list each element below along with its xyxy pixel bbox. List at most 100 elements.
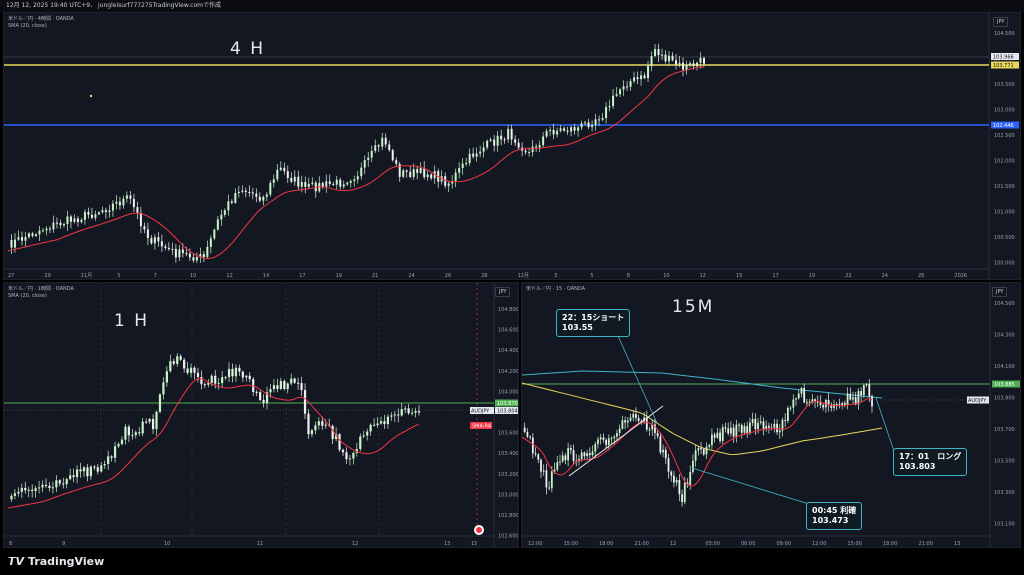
- time-tick: 26: [445, 273, 451, 279]
- tradingview-logo[interactable]: 𝙏𝙑 TradingView: [8, 555, 104, 568]
- candle-body: [633, 77, 636, 82]
- chart-panel-4h[interactable]: 104.500104.000103.500103.000102.500102.0…: [3, 12, 1021, 280]
- candle-body: [686, 482, 689, 485]
- candle-body: [69, 475, 72, 480]
- candle-body: [699, 57, 702, 63]
- candle-body: [388, 144, 391, 151]
- candle-body: [110, 456, 113, 458]
- candle-body: [656, 433, 659, 437]
- chart-4h-canvas[interactable]: 104.500104.000103.500103.000102.500102.0…: [4, 13, 1021, 280]
- price-tag-blue: [991, 121, 1019, 129]
- candle-body: [124, 426, 127, 440]
- candle-body: [475, 153, 478, 157]
- candle-body: [171, 248, 174, 250]
- candle-body: [255, 391, 258, 393]
- candle-body: [636, 77, 639, 80]
- candle-body: [118, 201, 121, 206]
- candle-body: [583, 452, 586, 457]
- candle-body: [410, 412, 414, 414]
- chart-panel-15m[interactable]: 104.500 104.300 104.100 103.900 103.700 103.5…: [521, 282, 1021, 548]
- candle-body: [402, 170, 405, 177]
- candle-body: [234, 193, 237, 203]
- candle-body: [529, 436, 532, 438]
- candle-body: [75, 469, 79, 478]
- candle-body: [827, 399, 830, 405]
- candle-body: [217, 383, 220, 385]
- candle-body: [727, 428, 730, 434]
- time-tick: 29: [44, 273, 50, 279]
- candle-body: [702, 449, 705, 455]
- candle-body: [650, 56, 653, 67]
- candle-body: [297, 176, 300, 187]
- candle-body: [48, 485, 51, 488]
- candle-body: [325, 181, 328, 187]
- candle-body: [393, 414, 396, 416]
- candle-body: [10, 240, 13, 248]
- candle-body: [69, 216, 72, 222]
- chart-header: 12月 12, 2025 19:40 UTC+9、 jungleisurf777…: [0, 0, 1024, 12]
- time-tick: 3: [554, 273, 557, 279]
- sma-line: [7, 378, 420, 509]
- candle-body: [577, 127, 580, 131]
- candle-body: [743, 426, 746, 433]
- candle-body: [781, 419, 784, 431]
- candle-body: [724, 427, 727, 429]
- candle-body: [237, 191, 240, 194]
- long-entry-callout: 17：01 ロング 103.803: [893, 448, 968, 476]
- candle-body: [493, 139, 496, 146]
- ma-long-line: [522, 370, 883, 399]
- candle-body: [314, 425, 317, 431]
- candle-body: [416, 169, 419, 173]
- price-tag-green-text: 103.870: [497, 401, 518, 407]
- candle-body: [376, 423, 379, 426]
- candle-body: [819, 401, 822, 405]
- candle-body: [454, 172, 457, 181]
- chart-1h-canvas[interactable]: 104.800 104.600 104.400 104.200 104.000 103.8…: [4, 283, 519, 548]
- candle-body: [96, 467, 99, 472]
- candle-body: [227, 201, 230, 211]
- candle-body: [276, 385, 279, 389]
- time-tick: 03:00: [706, 541, 720, 547]
- alert-icon[interactable]: [474, 525, 484, 535]
- candle-body: [588, 453, 591, 456]
- chart-panel-1h[interactable]: 104.800 104.600 104.400 104.200 104.000 103.8…: [3, 282, 519, 548]
- candle-body: [262, 196, 265, 201]
- candle-body: [594, 119, 597, 126]
- candle-body: [324, 424, 327, 426]
- chart-15m-canvas[interactable]: 104.500 104.300 104.100 103.900 103.700 103.5…: [522, 283, 1021, 548]
- candle-body: [158, 394, 162, 412]
- candle-body: [200, 377, 203, 385]
- candle-body: [72, 475, 75, 478]
- candle-body: [199, 254, 202, 257]
- candle-body: [601, 118, 604, 120]
- candle-body: [65, 479, 68, 485]
- time-tick: 10: [663, 273, 669, 279]
- time-tick: 21:00: [635, 541, 649, 547]
- candle-body: [531, 437, 534, 454]
- candle-body: [202, 254, 205, 258]
- price-tick: 101.000: [994, 210, 1015, 216]
- candle-body: [37, 487, 41, 489]
- candle-body: [73, 218, 76, 222]
- candle-body: [146, 229, 149, 239]
- candle-body: [370, 150, 373, 158]
- candle-body: [657, 49, 660, 56]
- candle-body: [664, 54, 667, 62]
- candle-body: [561, 455, 564, 462]
- candle-body: [122, 198, 125, 206]
- candle-body: [269, 389, 272, 393]
- time-tick: 9: [62, 541, 65, 547]
- candle-body: [540, 459, 542, 472]
- candle-body: [610, 437, 613, 439]
- candle-body: [265, 392, 269, 404]
- candle-body: [803, 387, 806, 403]
- candle-body: [44, 484, 48, 486]
- candle-body: [786, 407, 789, 421]
- candle-body: [719, 432, 721, 441]
- candle-body: [176, 356, 179, 364]
- candle-body: [616, 433, 618, 437]
- candle-body: [430, 174, 433, 179]
- candle-body: [703, 57, 705, 64]
- candle-body: [383, 421, 386, 425]
- candle-body: [185, 253, 188, 255]
